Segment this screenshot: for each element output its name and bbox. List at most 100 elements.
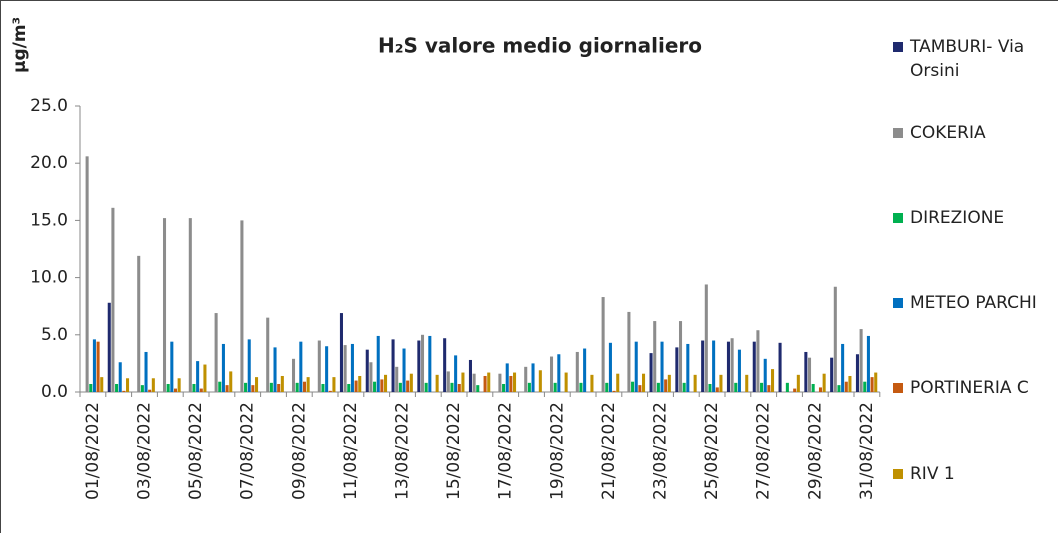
bar [505,363,509,392]
bar [778,342,782,392]
bar [468,359,472,392]
y-tick-label: 25.0 [30,96,68,116]
y-axis-label: µg/m³ [10,17,30,73]
bar [96,341,100,392]
x-tick-label: 03/08/2022 [135,402,155,500]
bar [328,390,332,392]
y-tick-label: 0.0 [41,382,68,402]
bar [299,341,303,392]
bar [524,366,528,392]
bar [833,286,837,392]
bar [424,382,428,392]
bar [140,385,144,392]
bar [605,382,609,392]
bar [564,372,568,392]
bar [107,302,111,392]
bar [173,388,178,392]
bar [373,381,377,392]
y-tick-label: 5.0 [41,325,68,345]
legend-label: PORTINERIA C [910,378,1029,398]
bar [642,373,646,392]
legend-swatch [893,128,903,138]
bar [590,374,594,392]
bar [704,284,708,392]
bar [417,340,421,392]
bar [317,340,321,392]
bar [435,374,439,392]
bar [472,373,476,392]
bar [675,347,679,392]
bar [251,385,255,392]
bar [151,378,155,392]
bar [115,383,119,392]
bar [487,372,491,392]
bar [192,383,196,392]
x-tick-label: 05/08/2022 [186,402,206,500]
bar [229,371,233,392]
bar [369,362,373,392]
bar [649,353,653,392]
bar [701,340,705,392]
x-tick-label: 11/08/2022 [341,402,361,500]
bar [667,374,671,392]
bar [380,379,384,392]
bar [391,339,395,392]
bar [579,382,583,392]
bar [302,381,307,392]
bar [822,373,826,392]
bar [874,372,878,392]
bar [863,381,867,392]
legend-swatch [893,42,903,52]
bar [538,370,542,392]
x-tick-label: 01/08/2022 [83,402,103,500]
bar [612,390,616,392]
x-tick-label: 07/08/2022 [238,402,258,500]
bar [771,369,775,392]
bar [767,385,771,392]
bar [708,383,712,392]
x-tick-label: 29/08/2022 [805,402,825,500]
bar [255,377,259,392]
bar [137,255,141,392]
x-tick-label: 19/08/2022 [547,402,567,500]
bar [225,385,229,392]
bar [321,383,325,392]
y-tick-label: 10.0 [30,268,68,288]
legend-label: DIREZIONE [910,208,1005,228]
bar [553,382,557,392]
legend-swatch [893,213,903,223]
bar [188,218,192,392]
bar [502,383,506,392]
bar [726,341,730,392]
legend-label: COKERIA [910,123,986,143]
bar [678,321,683,392]
bar [818,387,823,392]
bar [365,349,369,392]
legend-label: RIV 1 [910,464,955,484]
bar [122,390,126,392]
bar [793,388,797,392]
bar [841,343,845,392]
x-tick-label: 17/08/2022 [496,402,516,500]
bar [395,366,399,392]
bar [266,317,270,392]
bar [162,218,167,392]
bar [730,338,734,392]
bar [457,383,461,392]
bar [660,341,664,392]
bar [549,356,554,392]
bar [402,348,406,392]
bar [218,381,222,392]
bar [100,377,104,392]
x-tick-label: 15/08/2022 [444,402,464,500]
bar [638,385,642,392]
bar [273,347,277,392]
bar [557,354,561,392]
bar [509,375,513,392]
bar [627,311,631,392]
bar [752,341,756,392]
bar [92,339,96,392]
bar [450,382,454,392]
